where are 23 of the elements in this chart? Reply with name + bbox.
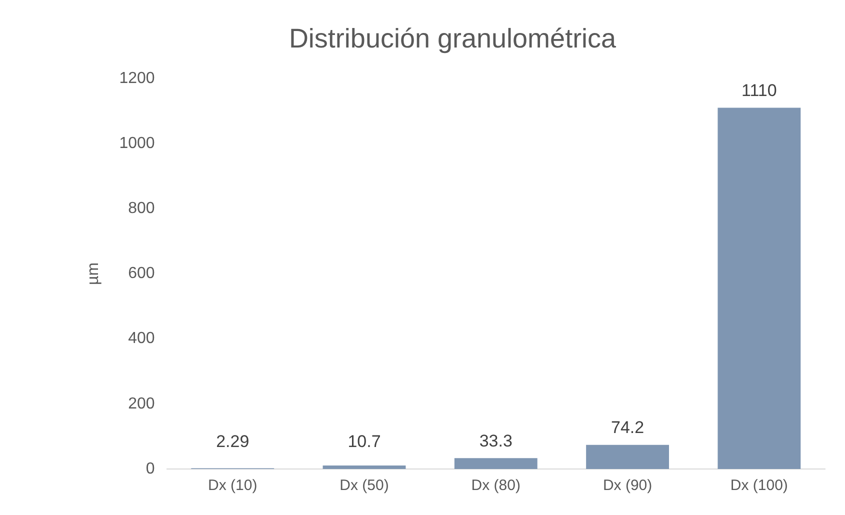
x-tick-label: Dx (80)	[471, 477, 520, 494]
y-tick-label: 0	[146, 460, 155, 478]
data-label: 2.29	[216, 432, 250, 452]
y-tick-label: 1000	[119, 134, 155, 152]
data-label: 33.3	[479, 431, 512, 450]
y-tick-label: 200	[128, 395, 155, 412]
bar	[718, 108, 801, 469]
x-tick-label: Dx (10)	[208, 477, 258, 494]
bar	[586, 444, 670, 469]
x-tick-label: Dx (90)	[602, 477, 652, 494]
data-label: 10.7	[348, 432, 381, 452]
y-axis-title: µm	[85, 262, 102, 285]
y-tick-label: 800	[128, 200, 155, 218]
data-label: 74.2	[610, 418, 644, 438]
y-tick-label: 600	[128, 265, 155, 282]
chart-title: Distribución granulométrica	[288, 24, 618, 54]
bar	[454, 458, 538, 469]
bar	[322, 466, 406, 469]
x-tick-label: Dx (100)	[730, 477, 788, 494]
y-tick-label: 400	[128, 330, 155, 348]
y-tick-label: 1200	[119, 70, 155, 87]
data-label: 1110	[742, 80, 777, 100]
x-tick-label: Dx (50)	[340, 477, 389, 494]
